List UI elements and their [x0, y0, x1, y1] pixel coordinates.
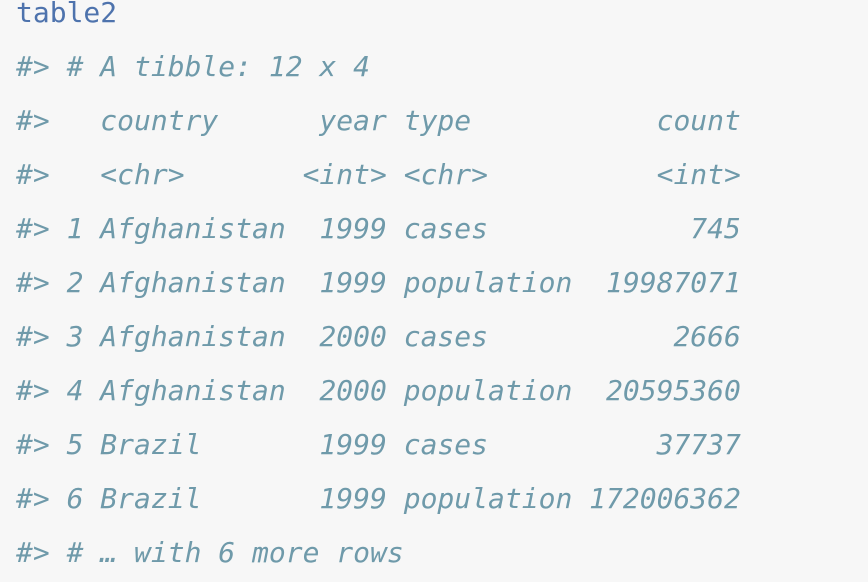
- output-line-row-6: #> 6 Brazil 1999 population 172006362: [16, 482, 741, 515]
- output-line-column-names: #> country year type count: [16, 104, 741, 137]
- output-line-row-4: #> 4 Afghanistan 2000 population 2059536…: [16, 374, 741, 407]
- output-line-row-5: #> 5 Brazil 1999 cases 37737: [16, 428, 741, 461]
- output-line-column-types: #> <chr> <int> <chr> <int>: [16, 158, 741, 191]
- code-input-line: table2: [16, 0, 118, 29]
- output-line-more-rows: #> # … with 6 more rows: [16, 536, 404, 569]
- output-line-row-2: #> 2 Afghanistan 1999 population 1998707…: [16, 266, 741, 299]
- output-line-row-1: #> 1 Afghanistan 1999 cases 745: [16, 212, 741, 245]
- output-line-row-3: #> 3 Afghanistan 2000 cases 2666: [16, 320, 741, 353]
- output-line-tibble-header: #> # A tibble: 12 x 4: [16, 50, 371, 83]
